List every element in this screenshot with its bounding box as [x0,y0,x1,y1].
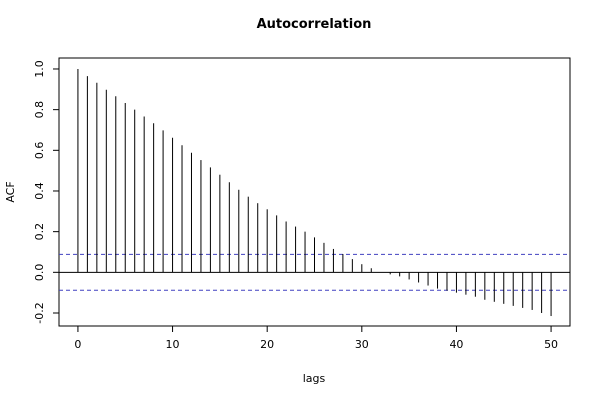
y-tick-label: 0.8 [33,101,46,119]
x-tick-label: 30 [355,338,369,351]
y-axis-label: ACF [4,181,17,202]
y-tick-label: 0.2 [33,223,46,241]
y-tick-label: -0.2 [33,302,46,323]
x-tick-label: 10 [166,338,180,351]
y-tick-label: 0.4 [33,182,46,200]
y-tick-label: 1.0 [33,60,46,78]
y-tick-label: 0.6 [33,142,46,160]
plot-frame [58,57,571,327]
x-tick-label: 50 [544,338,558,351]
x-tick-label: 40 [449,338,463,351]
x-tick-label: 20 [260,338,274,351]
x-tick-label: 0 [74,338,81,351]
y-tick-label: 0.0 [33,264,46,282]
x-axis-label: lags [303,372,326,385]
chart-title: Autocorrelation [257,17,372,32]
